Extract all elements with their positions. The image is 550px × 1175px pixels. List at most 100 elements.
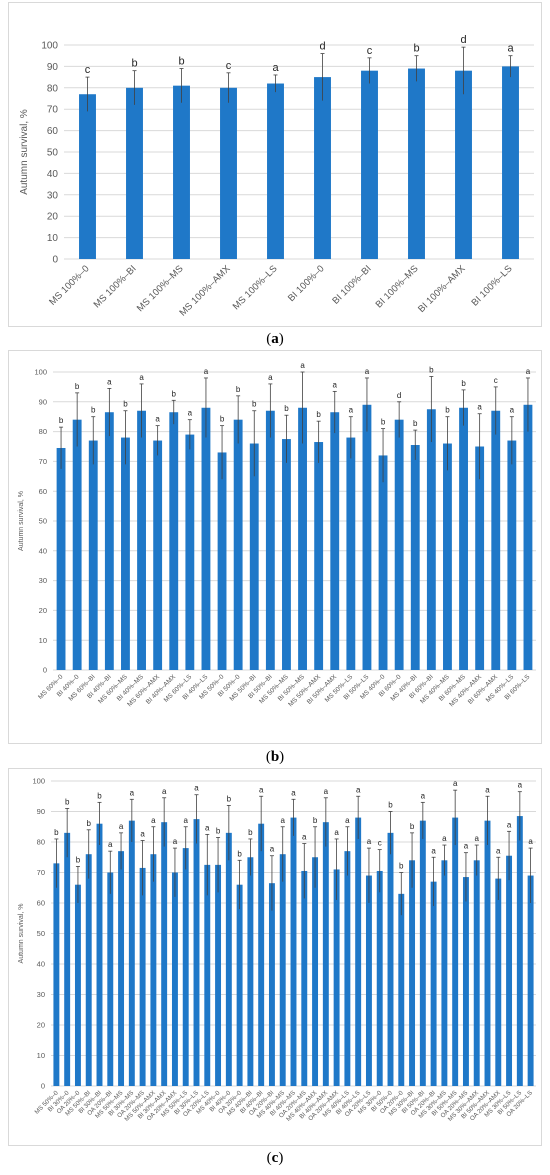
significance-letter: a	[139, 373, 144, 382]
significance-letter: a	[107, 377, 112, 386]
bar	[443, 443, 452, 670]
bar	[267, 83, 284, 260]
bar	[128, 820, 135, 1086]
significance-letter: d	[319, 41, 325, 53]
significance-letter: a	[173, 837, 178, 846]
significance-letter: b	[410, 822, 415, 831]
x-tick-label: MS 100%–AMX	[177, 263, 233, 319]
significance-letter: b	[220, 415, 225, 424]
y-tick-label: 30	[37, 990, 45, 999]
x-tick-label: BI 100%–LS	[469, 263, 514, 308]
bar	[265, 410, 275, 670]
significance-letter: a	[356, 785, 361, 794]
bar	[121, 437, 130, 670]
significance-letter: a	[367, 837, 372, 846]
significance-letter: b	[54, 828, 59, 837]
significance-letter: a	[528, 837, 533, 846]
bar	[361, 70, 378, 260]
bar	[268, 883, 275, 1086]
y-tick-label: 40	[47, 169, 59, 180]
bar	[96, 823, 103, 1086]
significance-letter: b	[248, 828, 253, 837]
bar	[495, 878, 502, 1086]
bar	[394, 419, 404, 670]
significance-letter: a	[300, 361, 305, 370]
significance-letter: a	[421, 791, 426, 800]
bar	[161, 822, 168, 1086]
bar	[169, 412, 179, 670]
y-axis-label: Autumn survival, %	[18, 491, 25, 551]
significance-letter: a	[477, 403, 482, 412]
significance-letter: a	[204, 367, 209, 376]
y-tick-label: 100	[32, 777, 45, 786]
bar	[527, 875, 534, 1086]
bar	[217, 452, 227, 670]
bar	[491, 410, 501, 670]
bar	[126, 87, 143, 259]
significance-letter: b	[178, 56, 184, 68]
significance-letter: b	[316, 410, 321, 419]
bar	[409, 860, 416, 1086]
caption-c: (c)	[266, 1150, 284, 1166]
significance-letter: a	[151, 816, 156, 825]
bar	[398, 893, 405, 1086]
x-tick-label: BI 100%–MS	[374, 263, 421, 310]
bar	[279, 854, 286, 1086]
significance-letter: b	[86, 819, 91, 828]
significance-letter: b	[131, 58, 137, 70]
bar	[298, 407, 307, 670]
chart-c: 0 10 20 30 40 50 60 70 80 90 100 Autumn survival, %…	[18, 777, 536, 1123]
bar	[455, 70, 472, 260]
bar	[182, 848, 189, 1086]
chart-a: 0 10 20 30 40 50 60 70 80 90 100 Autumn survival, %…	[19, 34, 534, 319]
bar	[506, 855, 513, 1086]
significance-letter: a	[431, 846, 436, 855]
significance-letter: b	[97, 791, 102, 800]
y-tick-label: 10	[39, 636, 47, 645]
significance-letter: a	[270, 845, 275, 854]
significance-letter: a	[155, 415, 160, 424]
significance-letter: a	[453, 779, 458, 788]
bar	[410, 445, 420, 670]
bar	[365, 875, 372, 1086]
y-tick-label: 20	[47, 212, 59, 223]
bar	[225, 832, 232, 1086]
significance-letter: a	[474, 834, 479, 843]
bar	[153, 440, 163, 670]
bar	[507, 440, 517, 670]
y-tick-label: 60	[39, 487, 47, 496]
bar	[236, 884, 243, 1086]
y-tick-label: 50	[47, 148, 59, 159]
significance-letter: a	[291, 788, 296, 797]
y-tick-label: 90	[37, 807, 45, 816]
bar	[107, 872, 114, 1086]
significance-letter: b	[216, 826, 221, 835]
bar	[346, 437, 356, 670]
y-tick-label: 100	[34, 368, 47, 377]
bar	[301, 870, 308, 1086]
significance-letter: a	[518, 781, 523, 790]
x-tick-label: BI 100%–AMX	[416, 263, 468, 315]
y-tick-label: 0	[43, 666, 47, 675]
bar	[314, 77, 331, 259]
y-tick-label: 60	[47, 126, 59, 137]
significance-letter: c	[378, 839, 382, 848]
bar	[139, 867, 146, 1086]
significance-letter: b	[65, 797, 70, 806]
bar	[220, 87, 237, 259]
significance-letter: a	[345, 816, 350, 825]
y-tick-label: 60	[37, 899, 45, 908]
y-tick-label: 90	[39, 397, 47, 406]
x-tick-label: MS 100%–MS	[135, 263, 186, 314]
bar	[185, 434, 195, 670]
significance-letter: a	[510, 406, 515, 415]
significance-letter: b	[445, 406, 450, 415]
significance-letter: a	[140, 829, 145, 838]
significance-letter: b	[237, 849, 242, 858]
bar	[523, 404, 533, 670]
bar	[376, 870, 383, 1086]
bar	[215, 864, 222, 1086]
significance-letter: a	[496, 846, 501, 855]
significance-letter: b	[413, 43, 419, 55]
significance-letter: a	[442, 834, 447, 843]
